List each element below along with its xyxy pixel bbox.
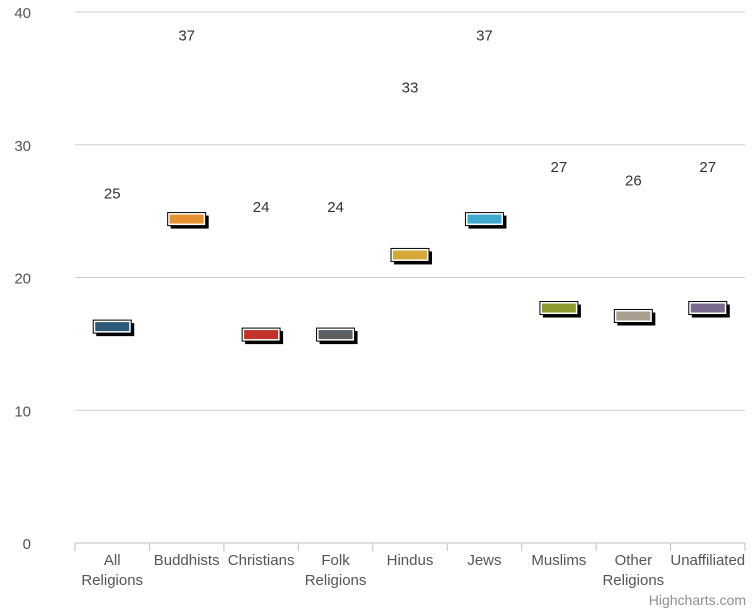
x-tick-label: All Religions: [81, 552, 143, 589]
data-label: 24: [327, 199, 344, 216]
y-tick-label: 10: [14, 403, 31, 420]
x-tick-label: Folk Religions: [305, 552, 367, 589]
credits-link[interactable]: Highcharts.com: [648, 592, 746, 608]
x-tick-label: Muslims: [531, 552, 586, 569]
y-tick-label: 40: [14, 5, 31, 22]
x-tick-label: Other Religions: [602, 552, 664, 589]
data-marker[interactable]: [688, 301, 730, 318]
x-tick-label: Jews: [467, 552, 501, 569]
y-tick-label: 0: [23, 536, 31, 553]
y-axis: 0 10 20 30 40: [14, 5, 31, 553]
x-tick-label: Hindus: [387, 552, 434, 569]
y-tick-label: 20: [14, 271, 31, 288]
x-tick-label: Unaffiliated: [670, 552, 745, 569]
data-label: 27: [699, 159, 716, 176]
x-axis: All Religions Buddhists Christians Folk Relig…: [74, 542, 746, 589]
data-marker[interactable]: [316, 327, 358, 345]
data-marker[interactable]: [539, 301, 581, 318]
data-label: 25: [104, 186, 121, 203]
data-labels: 25 37 24 24 33 37 27 26 27: [104, 28, 716, 216]
data-marker[interactable]: [390, 247, 432, 265]
data-marker[interactable]: [167, 212, 209, 229]
data-marker[interactable]: [92, 319, 135, 337]
x-tick-label: Buddhists: [154, 552, 220, 569]
x-tick-label: Christians: [228, 552, 295, 569]
data-marker[interactable]: [464, 212, 507, 229]
data-label: 26: [625, 172, 642, 189]
grid-lines: [75, 11, 745, 411]
y-tick-label: 30: [14, 138, 31, 155]
data-label: 33: [402, 79, 419, 96]
data-marker[interactable]: [613, 308, 656, 326]
data-marker[interactable]: [241, 327, 284, 345]
data-label: 27: [551, 159, 568, 176]
data-label: 37: [178, 28, 195, 45]
data-markers: [92, 212, 730, 345]
data-label: 24: [253, 199, 270, 216]
data-label: 37: [476, 28, 493, 45]
